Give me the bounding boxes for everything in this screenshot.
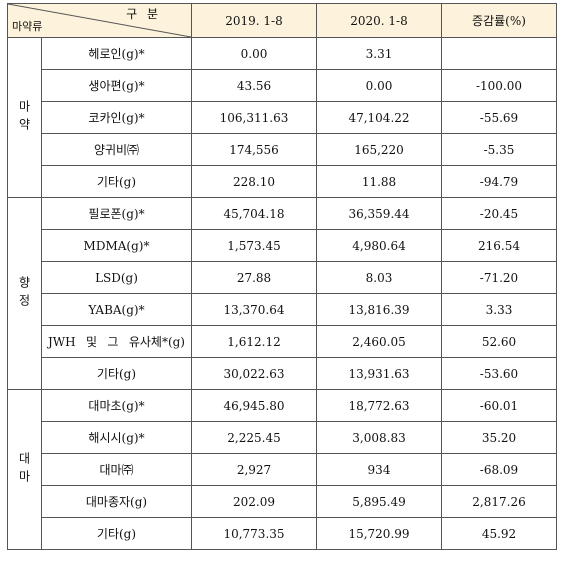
category-cell: 마약 xyxy=(7,37,42,198)
category-cell: 대마 xyxy=(7,389,42,550)
table-row: 기타(g) 228.10 11.88 -94.79 xyxy=(8,165,557,198)
change-rate-cell: -100.00 xyxy=(441,69,557,102)
table-row: 대마종자(g) 202.09 5,895.49 2,817.26 xyxy=(8,485,557,518)
change-rate-cell: -53.60 xyxy=(441,357,557,390)
table-row: 대마 대마초(g)* 46,945.80 18,772.63 -60.01 xyxy=(7,389,557,550)
value-2019-cell: 2,225.45 xyxy=(191,421,317,454)
value-2019-cell: 228.10 xyxy=(191,165,317,198)
value-2020-cell: 934 xyxy=(316,453,442,486)
value-2019-cell: 45,704.18 xyxy=(191,197,317,230)
drug-name-cell: YABA(g)* xyxy=(41,293,192,326)
drug-name-cell: 기타(g) xyxy=(41,517,192,550)
value-2019-cell: 174,556 xyxy=(191,133,317,166)
change-rate-cell: -94.79 xyxy=(441,165,557,198)
change-rate-cell: 45.92 xyxy=(441,517,557,550)
value-2020-cell: 165,220 xyxy=(316,133,442,166)
value-2020-cell: 5,895.49 xyxy=(316,485,442,518)
change-rate-cell: -68.09 xyxy=(441,453,557,486)
change-rate-cell: 2,817.26 xyxy=(441,485,557,518)
change-rate-cell: 216.54 xyxy=(441,229,557,262)
value-2020-cell: 13,931.63 xyxy=(316,357,442,390)
header-2019: 2019. 1-8 xyxy=(191,3,317,38)
drug-name-cell: 해시시(g)* xyxy=(41,421,192,454)
table-row: MDMA(g)* 1,573.45 4,980.64 216.54 xyxy=(8,229,557,262)
change-rate-cell xyxy=(441,37,557,70)
value-2020-cell: 47,104.22 xyxy=(316,101,442,134)
drug-name-cell: 헤로인(g)* xyxy=(41,37,192,70)
table-row: YABA(g)* 13,370.64 13,816.39 3.33 xyxy=(8,293,557,326)
table-row: JWH 및 그 유사체*(g) 1,612.12 2,460.05 52.60 xyxy=(8,325,557,358)
header-change-rate: 증감률(%) xyxy=(441,3,557,38)
table-row: 마약 헤로인(g)* 0.00 3.31 xyxy=(7,37,557,198)
table-row: 향정 필로폰(g)* 45,704.18 36,359.44 -20.45 xyxy=(7,197,557,390)
drug-name-cell: 생아편(g)* xyxy=(41,69,192,102)
change-rate-cell: 35.20 xyxy=(441,421,557,454)
table-row: 대마㈜ 2,927 934 -68.09 xyxy=(8,453,557,486)
drug-name-cell: 대마㈜ xyxy=(41,453,192,486)
drug-name-cell: 필로폰(g)* xyxy=(41,197,192,230)
change-rate-cell: 52.60 xyxy=(441,325,557,358)
table-row: 코카인(g)* 106,311.63 47,104.22 -55.69 xyxy=(8,101,557,134)
drug-name-cell: 대마초(g)* xyxy=(41,389,192,422)
change-rate-cell: -71.20 xyxy=(441,261,557,294)
value-2019-cell: 106,311.63 xyxy=(191,101,317,134)
change-rate-cell: -5.35 xyxy=(441,133,557,166)
value-2019-cell: 46,945.80 xyxy=(191,389,317,422)
change-rate-cell: 3.33 xyxy=(441,293,557,326)
table-row: 생아편(g)* 43.56 0.00 -100.00 xyxy=(8,69,557,102)
diagonal-line xyxy=(8,4,191,37)
table-row: 기타(g) 30,022.63 13,931.63 -53.60 xyxy=(8,357,557,390)
drug-name-cell: 코카인(g)* xyxy=(41,101,192,134)
value-2019-cell: 2,927 xyxy=(191,453,317,486)
drug-name-cell: 기타(g) xyxy=(41,357,192,390)
table-row: LSD(g) 27.88 8.03 -71.20 xyxy=(8,261,557,294)
value-2020-cell: 13,816.39 xyxy=(316,293,442,326)
value-2019-cell: 27.88 xyxy=(191,261,317,294)
table-row: 해시시(g)* 2,225.45 3,008.83 35.20 xyxy=(8,421,557,454)
change-rate-cell: -55.69 xyxy=(441,101,557,134)
value-2020-cell: 2,460.05 xyxy=(316,325,442,358)
value-2019-cell: 1,612.12 xyxy=(191,325,317,358)
header-2020: 2020. 1-8 xyxy=(316,3,442,38)
value-2019-cell: 10,773.35 xyxy=(191,517,317,550)
drug-name-cell: 양귀비㈜ xyxy=(41,133,192,166)
value-2020-cell: 4,980.64 xyxy=(316,229,442,262)
value-2019-cell: 202.09 xyxy=(191,485,317,518)
value-2019-cell: 43.56 xyxy=(191,69,317,102)
table-row: 기타(g) 10,773.35 15,720.99 45.92 xyxy=(8,517,557,550)
seizure-table: 구 분 마약류 2019. 1-8 2020. 1-8 증감률(%) 마약 헤로인… xyxy=(7,3,557,550)
drug-name-cell: LSD(g) xyxy=(41,261,192,294)
header-row: 구 분 마약류 2019. 1-8 2020. 1-8 증감률(%) xyxy=(7,3,557,38)
header-drug-type-label: 마약류 xyxy=(12,20,43,33)
drug-name-cell: JWH 및 그 유사체*(g) xyxy=(41,325,192,358)
value-2019-cell: 13,370.64 xyxy=(191,293,317,326)
value-2019-cell: 0.00 xyxy=(191,37,317,70)
value-2020-cell: 3.31 xyxy=(316,37,442,70)
header-diagonal-cell: 구 분 마약류 xyxy=(7,3,192,38)
value-2020-cell: 0.00 xyxy=(316,69,442,102)
change-rate-cell: -20.45 xyxy=(441,197,557,230)
category-cell: 향정 xyxy=(7,197,42,390)
value-2019-cell: 30,022.63 xyxy=(191,357,317,390)
value-2020-cell: 36,359.44 xyxy=(316,197,442,230)
value-2020-cell: 15,720.99 xyxy=(316,517,442,550)
value-2020-cell: 11.88 xyxy=(316,165,442,198)
value-2020-cell: 18,772.63 xyxy=(316,389,442,422)
value-2020-cell: 3,008.83 xyxy=(316,421,442,454)
drug-name-cell: MDMA(g)* xyxy=(41,229,192,262)
value-2019-cell: 1,573.45 xyxy=(191,229,317,262)
value-2020-cell: 8.03 xyxy=(316,261,442,294)
table-row: 양귀비㈜ 174,556 165,220 -5.35 xyxy=(8,133,557,166)
header-division-label: 구 분 xyxy=(126,7,161,21)
change-rate-cell: -60.01 xyxy=(441,389,557,422)
drug-name-cell: 기타(g) xyxy=(41,165,192,198)
drug-name-cell: 대마종자(g) xyxy=(41,485,192,518)
